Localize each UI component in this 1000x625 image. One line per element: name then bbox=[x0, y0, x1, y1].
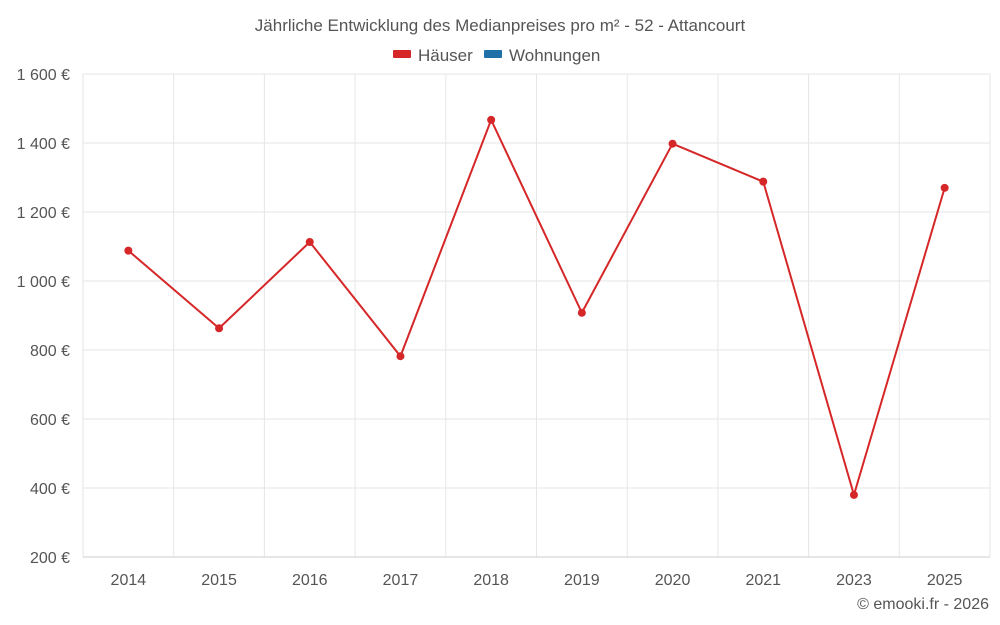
x-tick-label: 2015 bbox=[201, 572, 237, 589]
data-point[interactable] bbox=[668, 139, 677, 148]
series bbox=[124, 115, 949, 499]
x-tick-label: 2016 bbox=[292, 572, 328, 589]
x-tick-label: 2017 bbox=[383, 572, 419, 589]
x-tick-label: 2018 bbox=[473, 572, 509, 589]
legend: Häuser Wohnungen bbox=[393, 46, 600, 65]
y-tick-label: 1 600 € bbox=[17, 67, 70, 84]
y-tick-label: 1 000 € bbox=[17, 274, 70, 291]
x-tick-label: 2014 bbox=[111, 572, 147, 589]
chart-title: Jährliche Entwicklung des Medianpreises … bbox=[255, 16, 746, 35]
legend-label-wohnungen[interactable]: Wohnungen bbox=[509, 46, 600, 65]
data-point[interactable] bbox=[487, 115, 496, 124]
series-line bbox=[127, 118, 946, 496]
y-tick-label: 200 € bbox=[30, 550, 70, 567]
y-tick-label: 1 200 € bbox=[17, 205, 70, 222]
x-tick-label: 2023 bbox=[836, 572, 872, 589]
x-tick-label: 2020 bbox=[655, 572, 691, 589]
data-point[interactable] bbox=[759, 177, 768, 186]
y-tick-label: 600 € bbox=[30, 412, 70, 429]
data-point[interactable] bbox=[124, 246, 133, 255]
data-point[interactable] bbox=[940, 183, 949, 192]
x-tick-label: 2021 bbox=[745, 572, 781, 589]
credit-text: © emooki.fr - 2026 bbox=[857, 596, 989, 613]
data-point[interactable] bbox=[215, 324, 224, 333]
x-tick-label: 2025 bbox=[927, 572, 963, 589]
data-point[interactable] bbox=[577, 308, 586, 317]
data-point[interactable] bbox=[849, 490, 858, 499]
legend-label-haeuser[interactable]: Häuser bbox=[418, 46, 473, 65]
data-point[interactable] bbox=[305, 238, 314, 247]
grid bbox=[82, 73, 991, 557]
y-tick-label: 400 € bbox=[30, 481, 70, 498]
x-tick-label: 2019 bbox=[564, 572, 600, 589]
x-axis-ticks: 2014 2015 2016 2017 2018 2019 2020 2021 2023 2025 bbox=[111, 572, 963, 589]
y-tick-label: 1 400 € bbox=[17, 136, 70, 153]
data-point[interactable] bbox=[396, 352, 405, 361]
y-axis-ticks: 200 € 400 € 600 € 800 € 1 000 € 1 200 € 1 400 … bbox=[17, 67, 70, 567]
legend-swatch-wohnungen[interactable] bbox=[484, 50, 502, 58]
legend-swatch-haeuser[interactable] bbox=[393, 50, 411, 58]
y-tick-label: 800 € bbox=[30, 343, 70, 360]
